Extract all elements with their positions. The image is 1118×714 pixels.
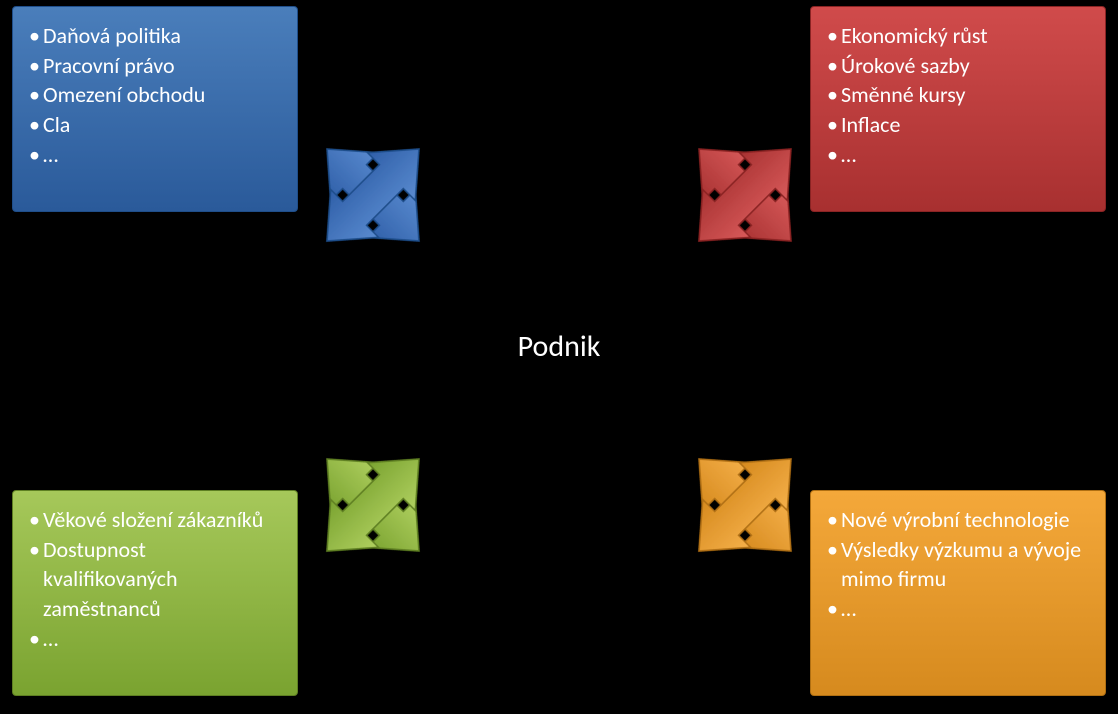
box-item: …	[29, 624, 281, 654]
arrow-bottom-left	[308, 440, 438, 570]
box-item: Úrokové sazby	[827, 51, 1089, 81]
arrow-bottom-right	[680, 440, 810, 570]
box-item: Věkové složení zákazníků	[29, 505, 281, 535]
box-item: Ekonomický růst	[827, 21, 1089, 51]
box-item: Daňová politika	[29, 21, 281, 51]
center-label: Podnik	[518, 328, 601, 365]
box-item: …	[29, 140, 281, 170]
box-item: Dostupnost kvalifikovaných zaměstnanců	[29, 535, 281, 624]
box-item: Směnné kursy	[827, 80, 1089, 110]
box-item: Výsledky výzkumu a vývoje mimo firmu	[827, 535, 1089, 594]
box-bottom-left: Věkové složení zákazníkůDostupnost kvali…	[12, 490, 298, 696]
box-item: Omezení obchodu	[29, 80, 281, 110]
arrow-top-right	[680, 130, 810, 260]
box-item: …	[827, 594, 1089, 624]
box-item: Pracovní právo	[29, 51, 281, 81]
box-item: …	[827, 140, 1089, 170]
box-bottom-right: Nové výrobní technologieVýsledky výzkumu…	[810, 490, 1106, 696]
arrow-top-left	[308, 130, 438, 260]
box-item: Nové výrobní technologie	[827, 505, 1089, 535]
box-top-left: Daňová politikaPracovní právoOmezení obc…	[12, 6, 298, 212]
box-top-right: Ekonomický růstÚrokové sazbySměnné kursy…	[810, 6, 1106, 212]
box-item: Inflace	[827, 110, 1089, 140]
box-item: Cla	[29, 110, 281, 140]
